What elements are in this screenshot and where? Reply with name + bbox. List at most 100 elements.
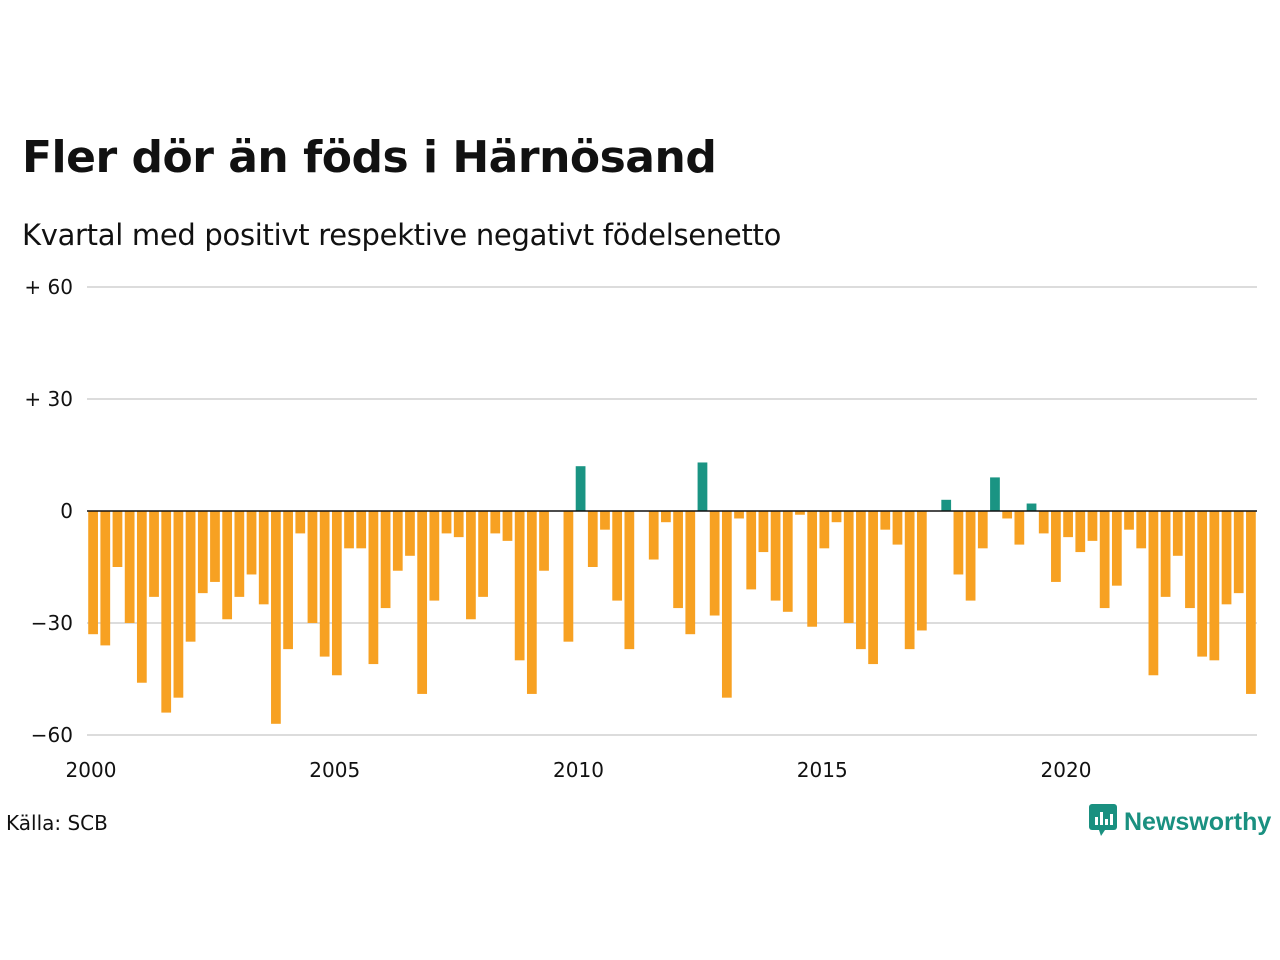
x-tick-label: 2015 bbox=[797, 758, 848, 782]
bar-negative bbox=[1136, 511, 1147, 549]
bar-negative bbox=[1099, 511, 1110, 609]
bar-negative bbox=[843, 511, 854, 623]
y-tick-label: + 30 bbox=[24, 387, 73, 411]
bar-negative bbox=[953, 511, 964, 575]
bar-negative bbox=[173, 511, 184, 698]
bar-positive bbox=[697, 462, 708, 511]
bar-negative bbox=[246, 511, 257, 575]
newsworthy-logo-icon bbox=[1088, 803, 1118, 841]
bar-negative bbox=[807, 511, 818, 627]
bar-negative bbox=[1246, 511, 1256, 694]
x-axis-labels: 2000 2005 2010 2015 2020 bbox=[66, 758, 1092, 782]
bar-negative bbox=[295, 511, 306, 534]
bar-negative bbox=[795, 511, 805, 515]
brand-name: Newsworthy bbox=[1124, 807, 1272, 836]
brand-logo[interactable]: Newsworthy bbox=[1088, 803, 1271, 841]
bar-negative bbox=[819, 511, 830, 549]
bar-negative bbox=[600, 511, 610, 530]
chart-subtitle: Kvartal med positivt respektive negativt… bbox=[22, 218, 782, 252]
bar-negative bbox=[673, 511, 683, 609]
bar-negative bbox=[1209, 511, 1220, 661]
bar-positive bbox=[1026, 503, 1037, 511]
chart-title: Fler dör än föds i Härnösand bbox=[22, 132, 717, 183]
bar-positive bbox=[990, 477, 1000, 511]
bar-negative bbox=[1014, 511, 1025, 545]
bar-negative bbox=[222, 511, 233, 620]
bar-negative bbox=[1038, 511, 1049, 534]
bar-negative bbox=[429, 511, 440, 601]
bar-negative bbox=[453, 511, 464, 538]
bar-negative bbox=[185, 511, 196, 642]
bar-negative bbox=[210, 511, 220, 582]
bar-negative bbox=[587, 511, 598, 567]
bar-negative bbox=[502, 511, 513, 541]
bar-negative bbox=[904, 511, 915, 650]
bar-negative bbox=[392, 511, 403, 571]
bar-positive bbox=[941, 499, 952, 511]
source-note: Källa: SCB bbox=[6, 811, 108, 835]
x-tick-label: 2005 bbox=[309, 758, 360, 782]
y-tick-label: −60 bbox=[31, 723, 73, 747]
bar-negative bbox=[831, 511, 842, 523]
bar-negative bbox=[88, 511, 98, 635]
bar-negative bbox=[1051, 511, 1061, 582]
bar-negative bbox=[1063, 511, 1073, 538]
bar-negative bbox=[1160, 511, 1171, 597]
bar-negative bbox=[758, 511, 769, 553]
x-tick-label: 2000 bbox=[66, 758, 117, 782]
bar-negative bbox=[283, 511, 293, 650]
bar-negative bbox=[965, 511, 976, 601]
bar-negative bbox=[1221, 511, 1232, 605]
bar-negative bbox=[539, 511, 549, 571]
bar-negative bbox=[136, 511, 147, 683]
bar-negative bbox=[1002, 511, 1013, 519]
bar-negative bbox=[271, 511, 281, 724]
y-axis-labels: −60 −30 0 + 30 + 60 bbox=[24, 275, 73, 747]
bar-negative bbox=[319, 511, 330, 657]
bar-negative bbox=[868, 511, 878, 665]
bar-negative bbox=[234, 511, 245, 597]
bar-negative bbox=[405, 511, 415, 556]
bar-negative bbox=[746, 511, 757, 590]
bar-negative bbox=[721, 511, 732, 698]
gridlines bbox=[87, 286, 1257, 736]
bar-negative bbox=[1075, 511, 1086, 553]
bar-negative bbox=[1087, 511, 1098, 541]
bar-negative bbox=[490, 511, 501, 534]
bar-negative bbox=[526, 511, 537, 694]
bar-negative bbox=[149, 511, 159, 597]
bar-negative bbox=[331, 511, 342, 676]
bar-positive bbox=[575, 466, 586, 511]
bar-negative bbox=[1233, 511, 1244, 594]
bar-negative bbox=[258, 511, 269, 605]
bar-negative bbox=[624, 511, 635, 650]
bar-negative bbox=[1197, 511, 1208, 657]
bar-negative bbox=[977, 511, 988, 549]
bar-negative bbox=[661, 511, 671, 523]
bar-negative bbox=[709, 511, 720, 616]
bar-negative bbox=[100, 511, 111, 646]
bar-negative bbox=[1124, 511, 1134, 530]
bar-negative bbox=[1185, 511, 1195, 609]
bar-negative bbox=[441, 511, 452, 534]
bar-negative bbox=[466, 511, 476, 620]
bar-negative bbox=[417, 511, 428, 694]
bar-negative bbox=[478, 511, 488, 597]
y-tick-label: 0 bbox=[60, 499, 73, 523]
bar-negative bbox=[124, 511, 135, 623]
bar-negative bbox=[612, 511, 623, 601]
bar-negative bbox=[1111, 511, 1122, 586]
bar-negative bbox=[1148, 511, 1159, 676]
bar-negative bbox=[161, 511, 172, 713]
bar-negative bbox=[880, 511, 891, 530]
bar-negative bbox=[685, 511, 696, 635]
y-tick-label: + 60 bbox=[24, 275, 73, 299]
bar-negative bbox=[770, 511, 781, 601]
bar-negative bbox=[856, 511, 866, 650]
x-tick-label: 2020 bbox=[1041, 758, 1092, 782]
x-tick-label: 2010 bbox=[553, 758, 604, 782]
bar-negative bbox=[563, 511, 574, 642]
bar-negative bbox=[112, 511, 123, 567]
bars bbox=[88, 462, 1256, 724]
